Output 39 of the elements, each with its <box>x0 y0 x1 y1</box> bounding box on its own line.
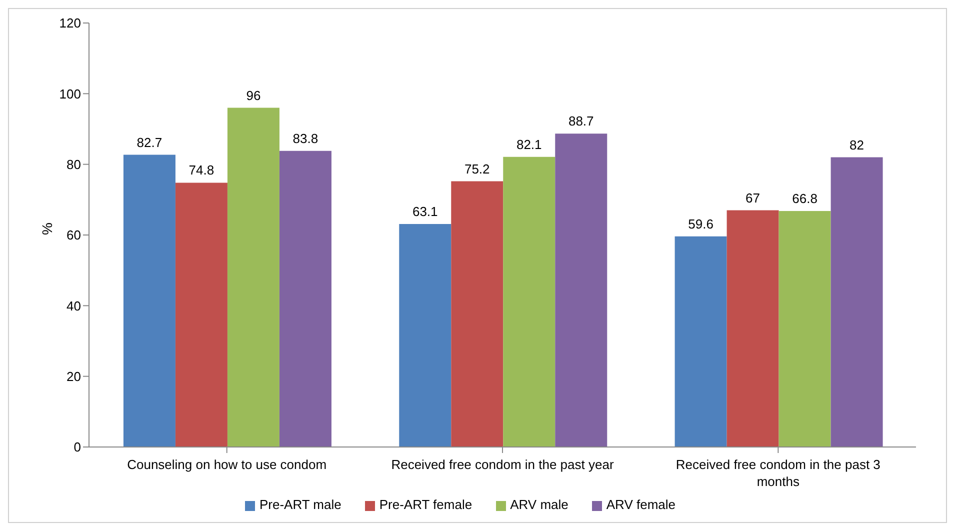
bar <box>778 210 831 447</box>
data-label: 74.8 <box>188 162 214 178</box>
data-label: 75.2 <box>464 161 490 176</box>
data-label: 59.6 <box>688 216 714 232</box>
y-tick-label: 20 <box>66 368 81 384</box>
bar <box>451 181 504 447</box>
data-label: 82.7 <box>136 134 162 150</box>
bar <box>674 236 727 447</box>
bar <box>279 150 332 447</box>
bar <box>830 157 883 447</box>
data-label: 66.8 <box>792 190 818 206</box>
data-label: 82.1 <box>516 136 542 152</box>
x-tick-label: Received free condom in the past 3 months <box>676 457 880 489</box>
bar <box>227 108 280 447</box>
bar <box>503 156 556 447</box>
data-label: 88.7 <box>568 114 594 129</box>
data-label: 82 <box>850 137 864 152</box>
bar <box>726 210 779 447</box>
y-tick-label: 100 <box>59 86 81 102</box>
y-tick-label: 60 <box>66 228 81 243</box>
legend-label: Pre-ART male <box>259 497 342 512</box>
y-axis-title: % <box>38 222 55 235</box>
y-tick-label: 120 <box>59 16 81 31</box>
data-label: 67 <box>746 190 760 206</box>
bar <box>399 224 452 447</box>
legend-label: Pre-ART female <box>379 497 472 512</box>
y-tick-label: 0 <box>74 440 81 455</box>
data-label: 63.1 <box>412 204 438 220</box>
bar <box>123 154 176 447</box>
legend-label: ARV female <box>606 497 676 512</box>
x-tick-label: Counseling on how to use condom <box>127 457 327 472</box>
y-tick-label: 40 <box>66 298 81 314</box>
bar <box>555 134 608 447</box>
x-tick-label: Received free condom in the past year <box>391 457 614 472</box>
y-tick-label: 80 <box>66 156 81 172</box>
bar <box>175 182 228 447</box>
data-label: 96 <box>246 88 261 103</box>
legend-label: ARV male <box>510 497 568 512</box>
data-label: 83.8 <box>292 130 318 146</box>
